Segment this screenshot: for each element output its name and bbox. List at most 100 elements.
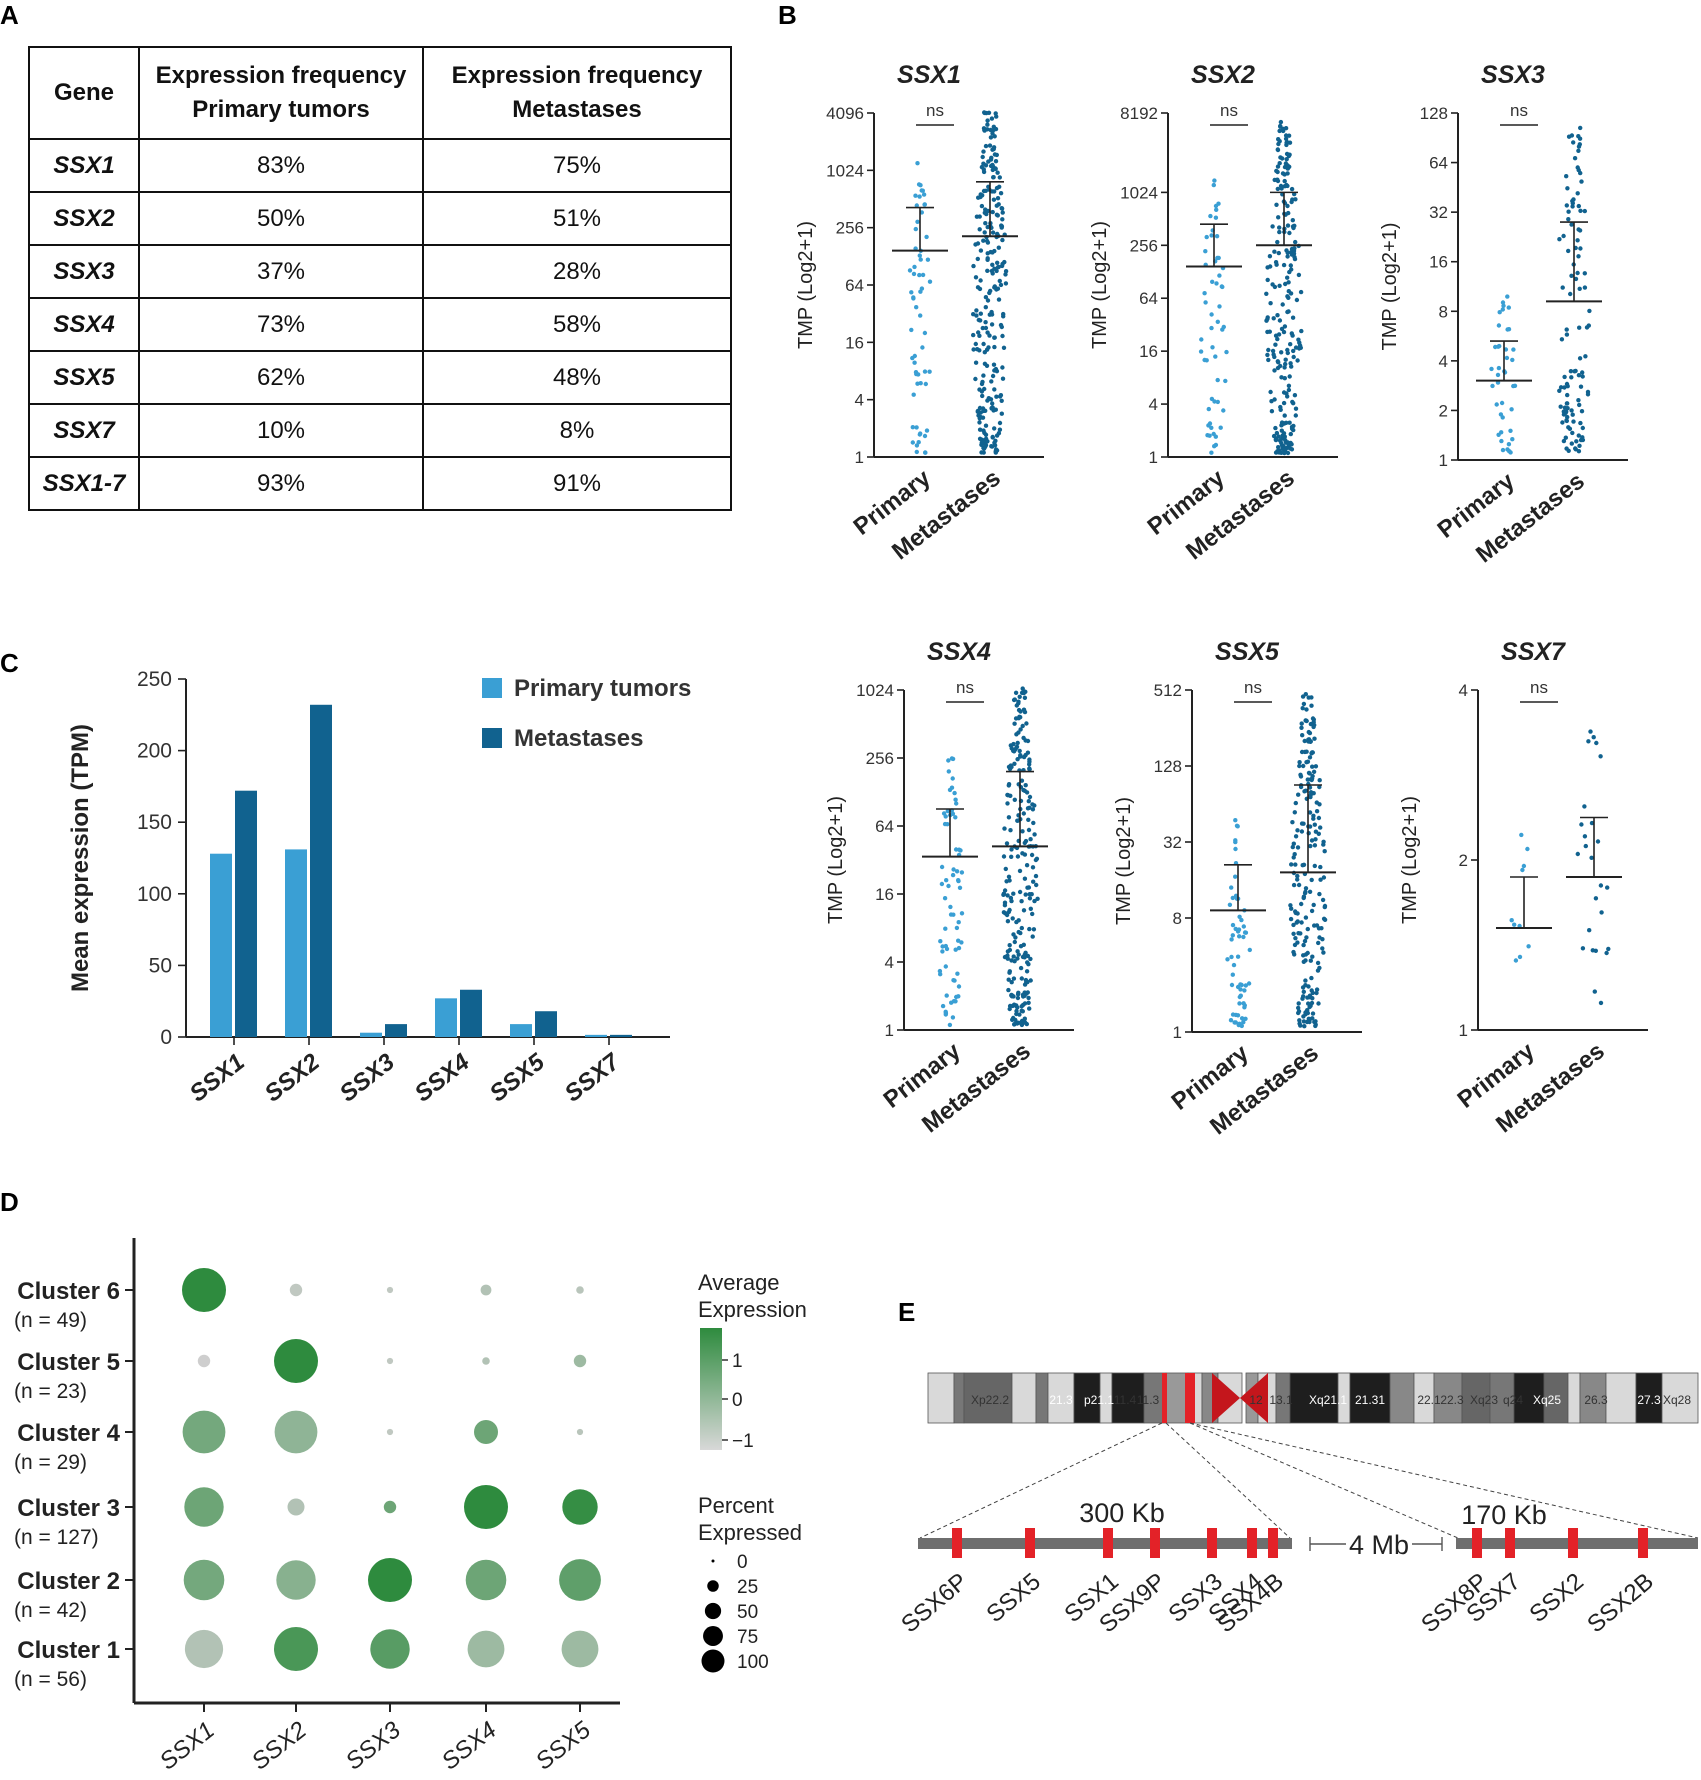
scatter-point — [1214, 234, 1220, 239]
band-label: Xp22.2 — [971, 1393, 1009, 1407]
y-tick-label: 16 — [875, 885, 894, 904]
dot-cluster-6-ssx4 — [480, 1284, 492, 1296]
scatter-point — [1020, 851, 1025, 856]
panel-e-chromosome: Xp22.2 21.3 p21.1 11.4 11.3 12 13.1 Xq21.1 21.31… — [896, 1372, 1699, 1638]
scatter-point — [952, 790, 957, 796]
scatter-point — [1276, 250, 1282, 256]
locus-mark — [1190, 1373, 1195, 1423]
scatter-point — [1317, 778, 1322, 783]
scatter-point — [1022, 952, 1027, 957]
scatter-point — [1570, 412, 1575, 417]
scatter-point — [1014, 919, 1019, 925]
scatter-point — [1563, 435, 1569, 440]
gene-label: SSX5 — [531, 1716, 596, 1775]
x-category-label: SSX4 — [410, 1048, 475, 1107]
scatter-point — [983, 188, 988, 193]
band-label: 13.1 — [1269, 1393, 1293, 1407]
scatter-point — [989, 309, 994, 315]
scatter-point — [1281, 262, 1287, 268]
scatter-point — [1027, 1006, 1032, 1011]
scatter-point — [956, 920, 961, 925]
scatter-group-metastases — [962, 110, 1018, 455]
scatter-point — [1015, 1005, 1020, 1010]
scatter-point — [1209, 450, 1214, 455]
scatter-point — [997, 278, 1002, 284]
y-tick-label: 4 — [1149, 395, 1158, 414]
scatter-point — [971, 332, 976, 338]
scatter-point — [1300, 733, 1305, 738]
scatter-point — [1209, 325, 1214, 331]
x-category-label: SSX5 — [485, 1048, 550, 1107]
scatter-point — [976, 195, 981, 200]
scatter-point — [1287, 374, 1292, 379]
scatter-point — [1225, 957, 1230, 962]
scatter-point — [1307, 755, 1313, 760]
scatter-point — [1561, 438, 1567, 444]
scatter-point — [1276, 445, 1281, 450]
scatter-point — [1285, 183, 1290, 189]
scatter-point — [995, 286, 1001, 291]
scatter-point — [1006, 987, 1011, 993]
y-tick-label: 2 — [1439, 401, 1448, 420]
scatter-point — [996, 245, 1001, 250]
chromosome-band — [927, 1372, 955, 1424]
scatter-point — [992, 285, 997, 290]
scatter-point — [1269, 409, 1275, 414]
scatter-point — [1000, 333, 1005, 339]
scatter-point — [985, 268, 990, 273]
scatter-point — [1564, 174, 1569, 179]
scatter-point — [997, 427, 1003, 432]
scatter-point — [1569, 408, 1574, 413]
scatter-point — [1288, 291, 1294, 296]
scatter-point — [1242, 1003, 1248, 1008]
scatter-point — [1578, 384, 1584, 389]
scatter-point — [1314, 987, 1320, 992]
scatter-point — [1578, 125, 1583, 131]
scatter-point — [1304, 935, 1309, 940]
scatter-point — [1209, 425, 1214, 430]
scatter-point — [1302, 738, 1307, 744]
scatter-point — [912, 360, 917, 365]
scatter-point — [1313, 764, 1319, 769]
scatter-point — [1298, 784, 1304, 790]
scatter-point — [911, 295, 916, 300]
scatter-point — [1008, 895, 1014, 901]
scatter-point — [1009, 746, 1014, 751]
cluster-n-label: (n = 127) — [14, 1526, 99, 1549]
scatter-point — [977, 420, 982, 425]
scatter-point — [1574, 439, 1579, 444]
y-tick-label: 8192 — [1120, 104, 1158, 123]
scatter-point — [1290, 218, 1296, 223]
dot-cluster-2-ssx1 — [183, 1559, 225, 1601]
scatter-point — [1313, 837, 1318, 842]
scatter-point — [1233, 818, 1238, 823]
scatter-point — [991, 175, 996, 180]
scatter-point — [1509, 407, 1514, 412]
scatter-point — [982, 128, 987, 133]
color-scale-bar — [700, 1328, 722, 1450]
dot-cluster-2-ssx4 — [465, 1559, 507, 1601]
subplot-title: SSX4 — [927, 638, 991, 666]
scatter-point — [917, 194, 922, 199]
scatter-point — [1286, 210, 1291, 216]
scatter-point — [949, 1000, 954, 1005]
scatter-point — [1285, 166, 1291, 171]
scatter-point — [920, 345, 925, 350]
scatter-point — [1230, 922, 1236, 928]
scatter-point — [978, 248, 984, 253]
scatter-point — [1006, 977, 1011, 982]
gene-label: SSX2B — [1582, 1568, 1659, 1638]
scatter-point — [946, 769, 951, 774]
scatter-point — [1017, 694, 1022, 699]
scatter-point — [1228, 1018, 1234, 1023]
scatter-point — [1593, 948, 1599, 953]
bar-ssx2-metastases — [310, 704, 332, 1037]
scatter-point — [1022, 840, 1027, 846]
scatter-point — [1312, 843, 1318, 848]
band-label: 21.31 — [1355, 1393, 1385, 1407]
scatter-point — [973, 242, 978, 247]
scatter-point — [1289, 364, 1294, 369]
scatter-point — [1278, 119, 1284, 125]
size-legend-label: 25 — [737, 1577, 758, 1598]
